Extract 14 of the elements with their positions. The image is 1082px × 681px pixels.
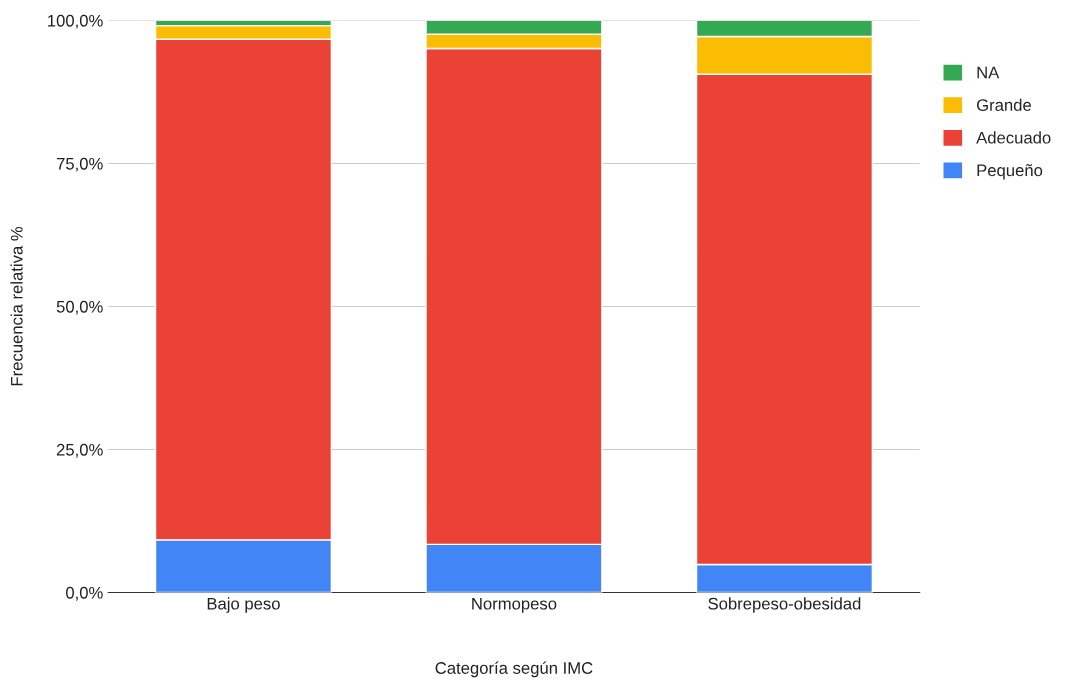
legend-label: Pequeño	[977, 164, 1043, 180]
y-axis-title: Frecuencia relativa %	[10, 226, 23, 386]
x-tick-label: Normopeso	[472, 597, 557, 613]
legend-label: NA	[977, 66, 1000, 79]
y-tick-label: 100,0%	[48, 14, 103, 29]
legend-label: Grande	[976, 98, 1031, 111]
y-tick-label: 75,0%	[56, 157, 103, 172]
x-tick-label: Sobrepeso-obesidad	[708, 597, 861, 613]
x-axis-title: Categoría según IMC	[435, 661, 593, 678]
y-tick-label: 0,0%	[66, 586, 103, 601]
y-tick-label: 50,0%	[56, 300, 103, 315]
legend-label: Adecuado	[976, 131, 1051, 144]
x-tick-label: Bajo peso	[207, 597, 280, 613]
y-tick-label: 25,0%	[56, 443, 103, 458]
